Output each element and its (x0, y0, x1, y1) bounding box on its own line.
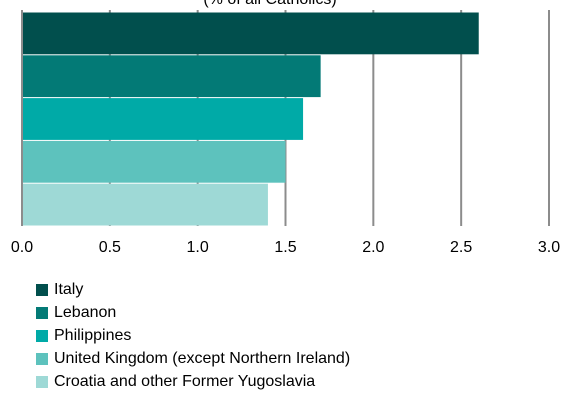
legend-swatch (36, 307, 48, 319)
bar (22, 12, 479, 55)
x-tick-label: 2.0 (362, 239, 384, 256)
legend-label: Croatia and other Former Yugoslavia (54, 373, 315, 390)
x-tick-label: 2.5 (450, 239, 472, 256)
bar (22, 183, 268, 226)
legend-swatch (36, 330, 48, 342)
legend-label: Italy (54, 281, 83, 298)
bar (22, 55, 321, 98)
legend-swatch (36, 376, 48, 388)
chart-subtitle: (% of all Catholics) (203, 0, 336, 8)
x-tick-label: 3.0 (538, 239, 560, 256)
legend-label: Philippines (54, 327, 131, 344)
x-tick-label: 1.5 (274, 239, 296, 256)
legend-swatch (36, 284, 48, 296)
legend-label: Lebanon (54, 304, 116, 321)
x-tick-label: 0.0 (11, 239, 33, 256)
legend-label: United Kingdom (except Northern Ireland) (54, 350, 350, 367)
x-tick-label: 1.0 (187, 239, 209, 256)
bar (22, 98, 304, 140)
bar (22, 140, 286, 183)
legend-swatch (36, 353, 48, 365)
x-tick-label: 0.5 (99, 239, 121, 256)
